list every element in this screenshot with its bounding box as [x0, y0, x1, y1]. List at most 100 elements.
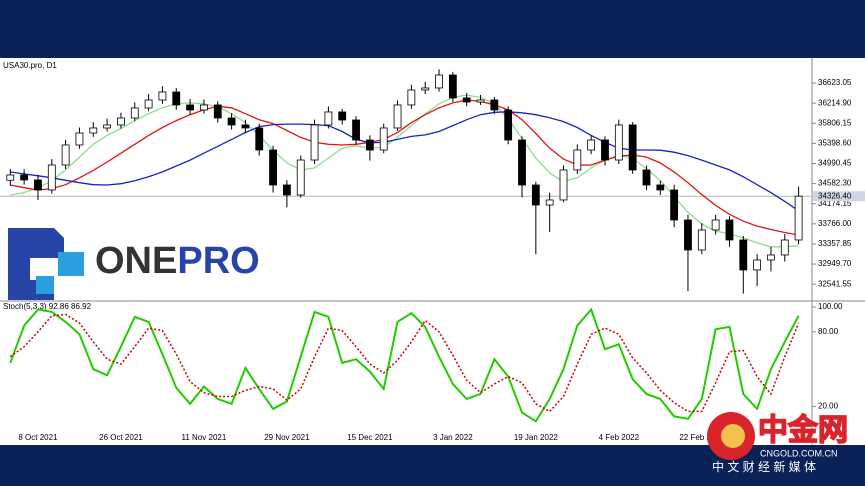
- candle-body: [117, 117, 125, 126]
- indicator-title: Stoch(5,3,3) 92.86 86.92: [3, 302, 92, 311]
- candle-body: [587, 139, 596, 151]
- x-tick-label: 4 Feb 2022: [599, 433, 640, 442]
- candle-body: [34, 179, 42, 191]
- x-tick-label: 3 Jan 2022: [433, 433, 473, 442]
- watermark-slogan: 中 文 财 经 新 媒 体: [712, 459, 816, 474]
- candle-body: [448, 74, 457, 99]
- candle-body: [172, 91, 181, 106]
- x-tick-label: 11 Nov 2021: [182, 433, 227, 442]
- candle-body: [213, 104, 222, 119]
- chart-panel: [0, 58, 865, 445]
- candle-body: [379, 127, 388, 151]
- y-tick-label: 34582.30: [818, 179, 852, 188]
- watermark-site: CNGOLD.COM.CN: [760, 448, 838, 458]
- candle-body: [739, 239, 748, 271]
- candle-body: [186, 104, 194, 111]
- y-tick-label: 33357.85: [818, 239, 852, 248]
- candle-body: [310, 124, 319, 161]
- logo-text-part: ONE: [95, 240, 177, 282]
- candle-body: [504, 109, 513, 141]
- x-tick-label: 8 Oct 2021: [18, 433, 58, 442]
- candle-body: [352, 119, 360, 141]
- watermark: 中金网 CNGOLD.COM.CN 中 文 财 经 新 媒 体: [707, 412, 849, 474]
- last-price-label: 34326.40: [818, 191, 852, 200]
- series-line: [10, 111, 799, 212]
- x-tick-label: 22 Feb 2022: [679, 433, 724, 442]
- candle-body: [255, 127, 264, 151]
- candle-body: [725, 219, 734, 241]
- logo-mark: [36, 276, 54, 294]
- candle-body: [158, 91, 167, 101]
- last-price-box: [813, 191, 865, 202]
- watermark-title: 中金网: [758, 413, 848, 447]
- y-tick-label: 33766.00: [818, 219, 852, 228]
- candle-body: [753, 259, 762, 271]
- candle-body: [462, 97, 471, 103]
- candle-body: [282, 184, 291, 196]
- candle-body: [601, 139, 609, 161]
- y-tick-label: 34990.45: [818, 159, 852, 168]
- candle-body: [407, 89, 416, 106]
- candle-body: [227, 117, 236, 126]
- candle-body: [697, 229, 706, 251]
- candle-body: [75, 132, 84, 146]
- candle-body: [518, 139, 526, 186]
- watermark-icon: [721, 424, 745, 448]
- candle-body: [6, 174, 15, 181]
- logo-mark: [30, 228, 64, 258]
- candle-body: [144, 99, 153, 109]
- x-tick-label: 19 Jan 2022: [514, 433, 559, 442]
- y-tick-label: 32949.70: [818, 259, 852, 268]
- series-line: [10, 99, 799, 236]
- candle-body: [20, 174, 29, 181]
- y-tick-label: 35398.60: [818, 138, 852, 147]
- candle-body: [200, 104, 208, 111]
- candle-body: [338, 111, 347, 121]
- series-line: [9, 307, 800, 423]
- x-tick-label: 26 Oct 2021: [99, 433, 143, 442]
- candle-body: [767, 254, 775, 261]
- candle-body: [628, 124, 637, 171]
- candle-body: [656, 184, 665, 191]
- candle-body: [130, 107, 139, 119]
- candle-body: [241, 124, 250, 129]
- candle-body: [47, 164, 56, 191]
- x-tick-label: 29 Nov 2021: [264, 433, 310, 442]
- plot: 36623.05 36214.90 35806.15 35398.60 34990.45…: [0, 69, 865, 442]
- candle-body: [780, 239, 789, 256]
- y-tick-label: 34174.15: [818, 199, 852, 208]
- y-tick-label: 32541.55: [818, 279, 852, 288]
- candle-body: [89, 127, 98, 134]
- candle-body: [490, 99, 499, 111]
- y-tick-label: 35806.15: [818, 118, 852, 127]
- candle-body: [642, 169, 651, 186]
- series-line: [10, 94, 799, 248]
- candle-body: [61, 144, 70, 166]
- candle-body: [559, 169, 568, 201]
- logo: ONEPRO: [8, 228, 260, 300]
- series-line: [9, 313, 800, 413]
- candle-body: [684, 219, 692, 251]
- candle-body: [794, 195, 803, 241]
- candle-body: [711, 219, 720, 231]
- candle-body: [531, 184, 540, 206]
- x-tick-label: 15 Dec 2021: [347, 433, 393, 442]
- logo-mark: [58, 252, 84, 276]
- candle-body: [393, 104, 402, 129]
- y-tick-label: 80.00: [818, 327, 839, 336]
- y-tick-label: 20.00: [818, 402, 839, 411]
- candle-body: [435, 74, 443, 89]
- candle-body: [365, 139, 374, 151]
- candle-body: [476, 99, 485, 103]
- candle-body: [421, 87, 430, 91]
- chart-title: USA30.pro, D1: [3, 61, 57, 70]
- candle-body: [324, 111, 333, 126]
- candle-body: [296, 159, 305, 196]
- logo-text-part: PRO: [177, 240, 259, 282]
- candle-body: [545, 199, 554, 206]
- candle-body: [670, 189, 679, 221]
- y-tick-label: 100.00: [818, 302, 843, 311]
- candle-body: [103, 124, 112, 129]
